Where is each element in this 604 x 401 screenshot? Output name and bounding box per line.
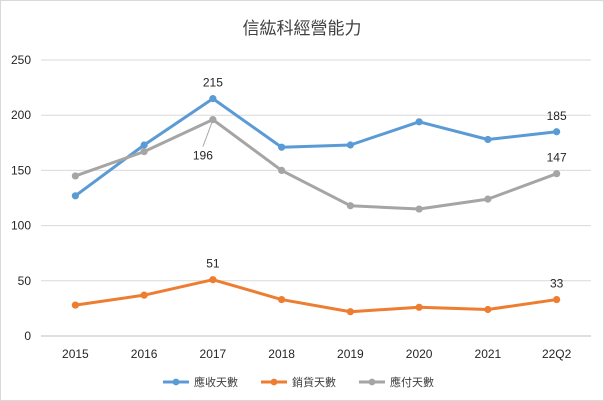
y-tick-label: 150 bbox=[11, 163, 31, 177]
data-label: 33 bbox=[550, 277, 564, 291]
data-point bbox=[415, 205, 423, 213]
legend-entry: 應收天數 bbox=[163, 375, 238, 389]
data-point bbox=[278, 166, 286, 174]
legend-swatch-marker bbox=[172, 378, 180, 386]
data-point bbox=[346, 202, 354, 210]
x-tick-label: 2017 bbox=[200, 347, 227, 361]
data-point bbox=[140, 148, 148, 156]
data-point bbox=[278, 295, 286, 304]
data-point bbox=[553, 170, 561, 178]
series-2 bbox=[71, 116, 561, 213]
data-label: 51 bbox=[206, 257, 220, 271]
series-line bbox=[73, 97, 559, 198]
data-point bbox=[71, 172, 79, 180]
gridlines bbox=[41, 59, 591, 337]
legend-label: 銷貨天數 bbox=[292, 375, 336, 389]
data-point bbox=[140, 291, 148, 299]
x-tick-label: 2016 bbox=[131, 347, 158, 361]
data-point bbox=[484, 195, 492, 203]
legend-label: 應收天數 bbox=[194, 375, 238, 389]
data-label: 196 bbox=[193, 149, 213, 163]
data-point bbox=[415, 303, 423, 311]
x-tick-label: 2019 bbox=[337, 347, 364, 361]
legend-label: 應付天數 bbox=[390, 375, 434, 389]
legend-swatch-marker bbox=[368, 378, 376, 386]
data-point bbox=[209, 276, 217, 284]
series-lines bbox=[71, 95, 561, 316]
y-tick-label: 50 bbox=[18, 274, 32, 288]
data-point bbox=[71, 192, 79, 200]
data-point bbox=[553, 128, 561, 136]
x-tick-label: 2018 bbox=[268, 347, 295, 361]
data-point bbox=[346, 141, 354, 149]
data-label: 215 bbox=[203, 76, 223, 90]
data-point bbox=[209, 116, 217, 124]
legend-entry: 銷貨天數 bbox=[261, 375, 336, 389]
series-line bbox=[73, 278, 559, 314]
data-point bbox=[209, 95, 217, 103]
data-label: 147 bbox=[547, 151, 567, 165]
x-tick-label: 22Q2 bbox=[542, 347, 572, 361]
data-point bbox=[71, 301, 79, 309]
data-point bbox=[484, 305, 492, 314]
data-point bbox=[140, 141, 148, 149]
legend-swatch-marker bbox=[270, 378, 278, 386]
legend: 應收天數 銷貨天數 應付天數 bbox=[163, 375, 434, 389]
chart-title: 信紘科經營能力 bbox=[243, 19, 362, 39]
y-tick-label: 100 bbox=[11, 219, 31, 233]
y-tick-label: 200 bbox=[11, 108, 31, 122]
series-0 bbox=[71, 95, 561, 200]
data-point bbox=[346, 308, 354, 316]
data-point bbox=[484, 135, 492, 144]
data-point bbox=[278, 143, 286, 151]
data-label: 185 bbox=[547, 109, 567, 123]
axes: 0 50 100 150 200 250 2015 2016 2017 2018 2019 2020 2… bbox=[11, 53, 572, 361]
series-1 bbox=[71, 276, 561, 316]
x-tick-label: 2021 bbox=[475, 347, 502, 361]
y-tick-label: 0 bbox=[24, 329, 31, 343]
legend-entry: 應付天數 bbox=[359, 375, 434, 389]
x-tick-label: 2015 bbox=[62, 347, 89, 361]
series-line bbox=[73, 118, 559, 211]
y-tick-label: 250 bbox=[11, 53, 31, 67]
data-point bbox=[553, 295, 561, 304]
x-tick-label: 2020 bbox=[406, 347, 433, 361]
label-leader-line bbox=[202, 122, 213, 147]
data-point bbox=[415, 118, 423, 126]
data-labels: 215 185 51 33 196 147 bbox=[193, 76, 567, 291]
